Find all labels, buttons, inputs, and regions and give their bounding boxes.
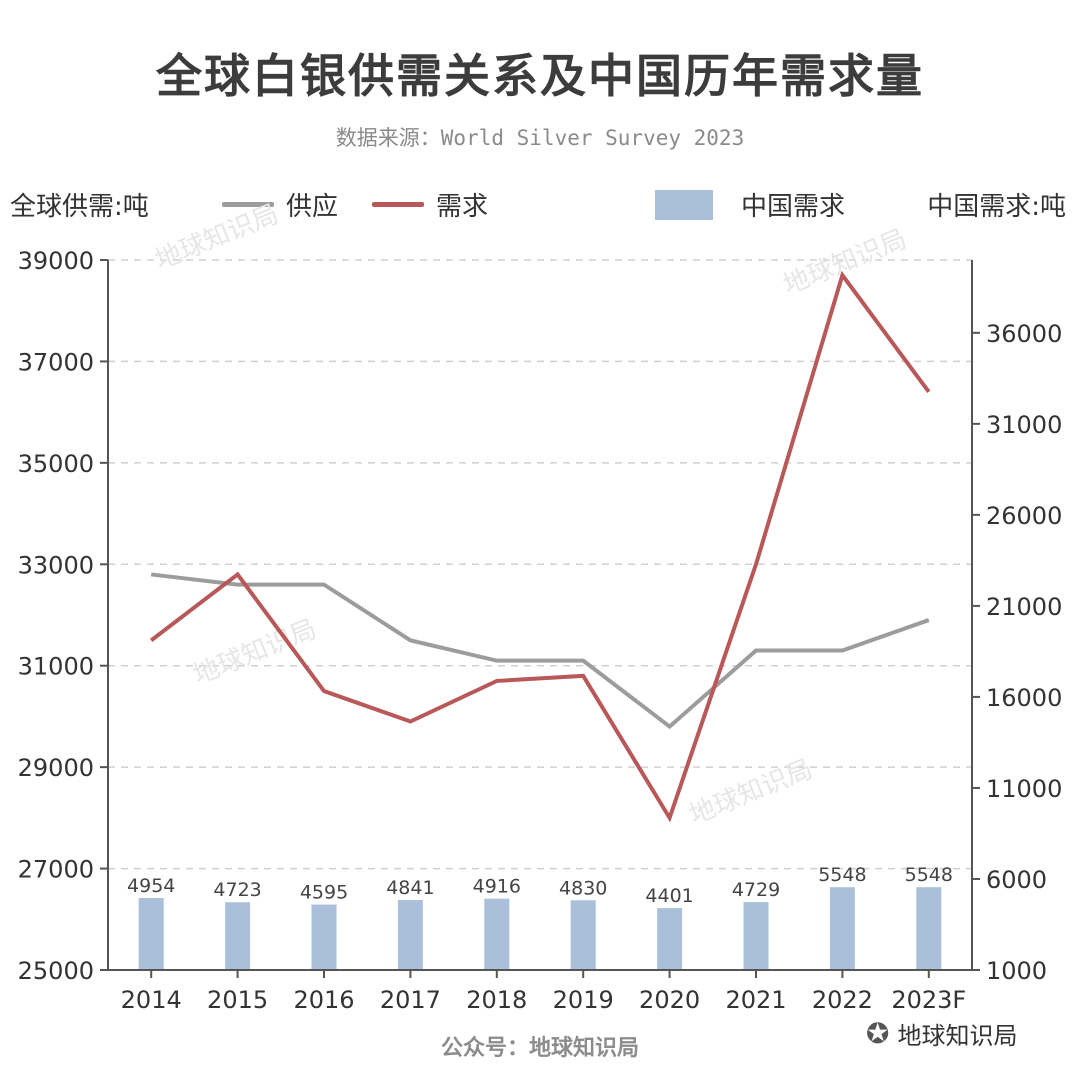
bar-china-demand — [657, 908, 683, 970]
legend-supply-label: 供应 — [286, 192, 339, 222]
bar-china-demand — [397, 900, 423, 970]
line-layer — [149, 270, 931, 823]
brand-mark-label: 地球知识局 — [897, 1022, 1018, 1050]
left-tick-label: 29000 — [18, 754, 94, 782]
x-tick-label: 2017 — [380, 986, 441, 1014]
left-tick-label: 27000 — [18, 856, 94, 884]
bar-china-demand — [225, 902, 251, 970]
chart-title: 全球白银供需关系及中国历年需求量 — [156, 49, 924, 103]
bar-china-demand — [311, 904, 337, 970]
bar-data-label: 4723 — [213, 879, 261, 901]
watermark-text: 地球知识局 — [189, 614, 321, 691]
grid-layer — [108, 259, 972, 870]
legend-supply-swatch — [222, 202, 274, 207]
chart-subtitle: 数据来源：World Silver Survey 2023 — [335, 126, 745, 150]
legend-china-label: 中国需求 — [741, 192, 846, 222]
bar-china-demand — [138, 898, 164, 970]
legend-china-swatch — [655, 189, 713, 220]
left-tick-label: 35000 — [18, 450, 94, 478]
bar-data-label: 4595 — [300, 882, 348, 904]
bar-layer: 4954 4723 4595 4841 4916 4830 4401 4729 5548 5548 — [127, 864, 953, 970]
watermark-text: 地球知识局 — [685, 754, 817, 831]
left-axis-unit: 全球供需:吨 — [10, 192, 149, 222]
footer-credit: 公众号：地球知识局 — [440, 1036, 639, 1061]
legend-demand-swatch — [372, 202, 424, 207]
right-tick-label: 6000 — [986, 866, 1047, 894]
x-tick-label: 2023F — [891, 986, 966, 1014]
left-tick-label: 39000 — [18, 247, 94, 275]
x-tick-label: 2014 — [121, 986, 182, 1014]
watermark-text: 地球知识局 — [779, 224, 911, 301]
right-tick-label: 36000 — [986, 320, 1062, 348]
bar-data-label: 4916 — [473, 876, 521, 898]
x-tick-label: 2016 — [293, 986, 354, 1014]
x-tick-label: 2020 — [639, 986, 700, 1014]
x-tick-label: 2022 — [812, 986, 873, 1014]
wechat-icon: ✪ — [866, 1017, 890, 1050]
left-tick-label: 37000 — [18, 348, 94, 376]
line-demand — [149, 270, 931, 823]
right-tick-label: 16000 — [986, 684, 1062, 712]
x-tick-label: 2018 — [466, 986, 527, 1014]
bar-data-label: 4830 — [559, 877, 607, 899]
bar-china-demand — [484, 898, 510, 970]
right-tick-label: 21000 — [986, 593, 1062, 621]
right-tick-label: 26000 — [986, 502, 1062, 530]
bar-china-demand — [743, 902, 769, 970]
bar-china-demand — [829, 887, 855, 970]
watermark-text: 地球知识局 — [151, 199, 283, 276]
bar-data-label: 4841 — [386, 877, 434, 899]
x-tick-label: 2019 — [553, 986, 614, 1014]
line-supply — [150, 572, 930, 730]
x-tick-label: 2021 — [725, 986, 786, 1014]
x-tick-label: 2015 — [207, 986, 268, 1014]
bar-china-demand — [570, 900, 596, 970]
right-tick-label: 31000 — [986, 411, 1062, 439]
right-tick-label: 1000 — [986, 957, 1047, 985]
brand-mark: ✪ 地球知识局 — [866, 1016, 1017, 1051]
bar-data-label: 4401 — [645, 885, 693, 907]
legend-china: 中国需求 — [655, 186, 845, 223]
bar-china-demand — [916, 887, 942, 970]
right-axis-unit: 中国需求:吨 — [927, 192, 1066, 222]
bar-data-label: 4729 — [732, 879, 780, 901]
bar-data-label: 5548 — [818, 864, 866, 886]
left-tick-label: 25000 — [18, 957, 94, 985]
bar-data-label: 5548 — [905, 864, 953, 886]
axis-layer: 25000 27000 29000 31000 33000 35000 37000 39000… — [18, 247, 1063, 1014]
left-tick-label: 31000 — [18, 653, 94, 681]
legend-supply: 供应 — [222, 186, 338, 223]
right-tick-label: 11000 — [986, 775, 1062, 803]
bar-data-label: 4954 — [127, 875, 175, 897]
legend-demand: 需求 — [372, 186, 488, 223]
legend-demand-label: 需求 — [436, 192, 489, 222]
left-tick-label: 33000 — [18, 551, 94, 579]
